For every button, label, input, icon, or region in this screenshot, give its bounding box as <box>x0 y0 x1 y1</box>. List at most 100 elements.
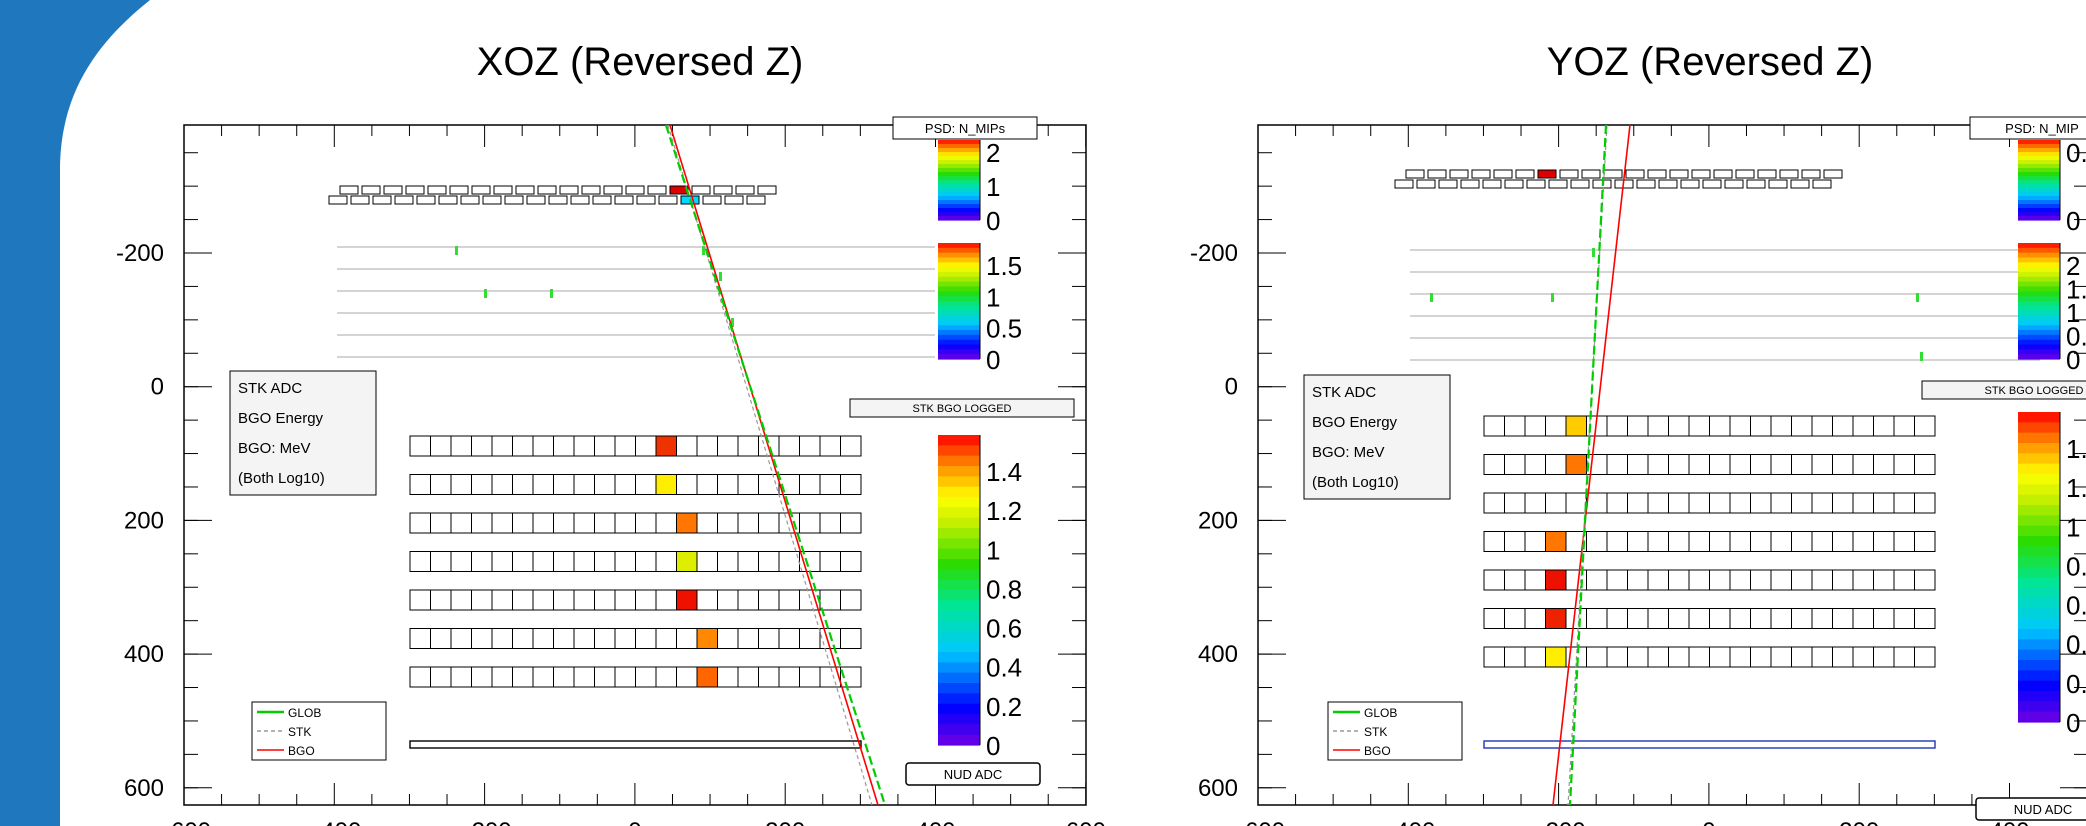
bgo-crystal <box>655 512 677 534</box>
psd-bar <box>1559 169 1579 179</box>
bgo-crystal <box>717 628 739 649</box>
bgo-crystal <box>717 512 739 534</box>
bgo-crystal <box>635 435 657 457</box>
bgo-crystal <box>1668 531 1690 552</box>
bgo-crystal <box>614 435 636 457</box>
psd-bar <box>1779 169 1799 179</box>
bgo-crystal <box>1893 531 1915 552</box>
bgo-crystal <box>1873 569 1895 591</box>
psd-color-bar-band <box>938 204 980 209</box>
bgo-crystal <box>1791 531 1813 552</box>
bgo-crystal <box>696 589 718 611</box>
bgo-crystal <box>1545 646 1567 668</box>
x-tick-label: −400 <box>307 818 361 826</box>
bgo-crystal <box>614 512 636 534</box>
bgo-color-bar-band <box>938 662 980 674</box>
y-tick-label: 400 <box>124 641 164 668</box>
bgo-crystal <box>614 474 636 495</box>
bgo-crystal <box>1565 569 1587 591</box>
psd-bar <box>647 185 667 195</box>
bgo-color-bar-band <box>938 621 980 632</box>
bgo-crystal <box>614 589 636 611</box>
bgo-scale-label: 0.8 <box>986 574 1022 604</box>
bgo-crystal <box>594 512 616 534</box>
psd-bar <box>1790 179 1810 189</box>
bgo-layers <box>409 435 862 688</box>
psd-bar <box>405 185 425 195</box>
bgo-crystal <box>1729 415 1751 437</box>
bgo-crystal <box>1668 415 1690 437</box>
bgo-crystal <box>676 474 698 495</box>
bgo-crystal <box>1565 415 1587 437</box>
bgo-color-bar-band <box>2018 608 2060 620</box>
bgo-crystal <box>491 551 513 572</box>
track-legend: GLOB STK BGO <box>251 701 387 761</box>
bgo-crystal <box>1627 454 1649 475</box>
stk-color-bar-band <box>2018 305 2060 312</box>
bgo-crystal <box>1791 492 1813 514</box>
bgo-layers <box>1483 415 1936 668</box>
info-box-line: STK ADC <box>1312 384 1376 401</box>
bgo-crystal <box>1606 492 1628 514</box>
stk-color-bar-band <box>2018 296 2060 302</box>
bgo-crystal <box>614 628 636 649</box>
bgo-crystal <box>1688 454 1710 475</box>
stk-scale-label: 1. <box>2066 275 2086 305</box>
bgo-color-bar-band <box>938 528 980 539</box>
bgo-crystal <box>1770 608 1792 629</box>
bgo-color-bar-band <box>938 435 980 446</box>
bgo-crystal <box>430 589 452 611</box>
bgo-crystal <box>696 551 718 572</box>
bgo-crystal <box>1893 646 1915 668</box>
bgo-track <box>1552 124 1631 806</box>
bgo-crystal <box>594 435 616 457</box>
bgo-crystal <box>1668 569 1690 591</box>
psd-scale-label: 0 <box>2066 206 2080 236</box>
bgo-crystal <box>717 474 739 495</box>
psd-bar <box>328 195 348 205</box>
bgo-color-bar-band <box>2018 629 2060 640</box>
bgo-color-bar-band <box>2018 618 2060 630</box>
psd-bar <box>1548 179 1568 189</box>
bgo-crystal <box>737 589 759 611</box>
bgo-crystal <box>1893 569 1915 591</box>
bgo-crystal <box>758 628 780 649</box>
bgo-crystal <box>573 512 595 534</box>
bgo-track <box>669 124 879 806</box>
psd-bar <box>614 195 634 205</box>
bgo-color-bar-band <box>2018 525 2060 537</box>
bgo-crystal <box>1811 492 1833 514</box>
psd-bar <box>1504 179 1524 189</box>
stk-color-bar-band <box>938 286 980 292</box>
bgo-color-bar-band <box>2018 422 2060 434</box>
psd-color-bar-band <box>2018 184 2060 189</box>
bgo-color-bar-band <box>938 559 980 570</box>
bgo-crystal <box>1832 454 1854 475</box>
bgo-crystal <box>1586 492 1608 514</box>
bgo-crystal <box>1504 415 1526 437</box>
bgo-crystal <box>594 589 616 611</box>
glob-track <box>664 124 887 806</box>
bgo-crystal <box>1606 646 1628 668</box>
bgo-crystal <box>471 474 493 495</box>
bgo-crystal <box>1893 454 1915 475</box>
bgo-crystal <box>1770 531 1792 552</box>
bgo-crystal <box>1606 569 1628 591</box>
psd-bar <box>713 185 733 195</box>
bgo-crystal <box>1832 646 1854 668</box>
bgo-crystal <box>635 474 657 495</box>
bgo-crystal <box>1729 492 1751 514</box>
psd-bar <box>416 195 436 205</box>
stk-color-bar-band <box>938 315 980 321</box>
stk-hit <box>484 289 487 298</box>
bgo-crystal <box>1627 646 1649 668</box>
bgo-crystal <box>512 628 534 649</box>
psd-color-bar-band <box>938 184 980 189</box>
stk-color-bar-band <box>2018 276 2060 283</box>
stk-color-bar-band <box>2018 262 2060 268</box>
bgo-crystal <box>1770 492 1792 514</box>
psd-layer <box>328 185 777 205</box>
bgo-crystal <box>491 435 513 457</box>
stk-color-bar-band <box>2018 281 2060 288</box>
bgo-crystal <box>553 474 575 495</box>
